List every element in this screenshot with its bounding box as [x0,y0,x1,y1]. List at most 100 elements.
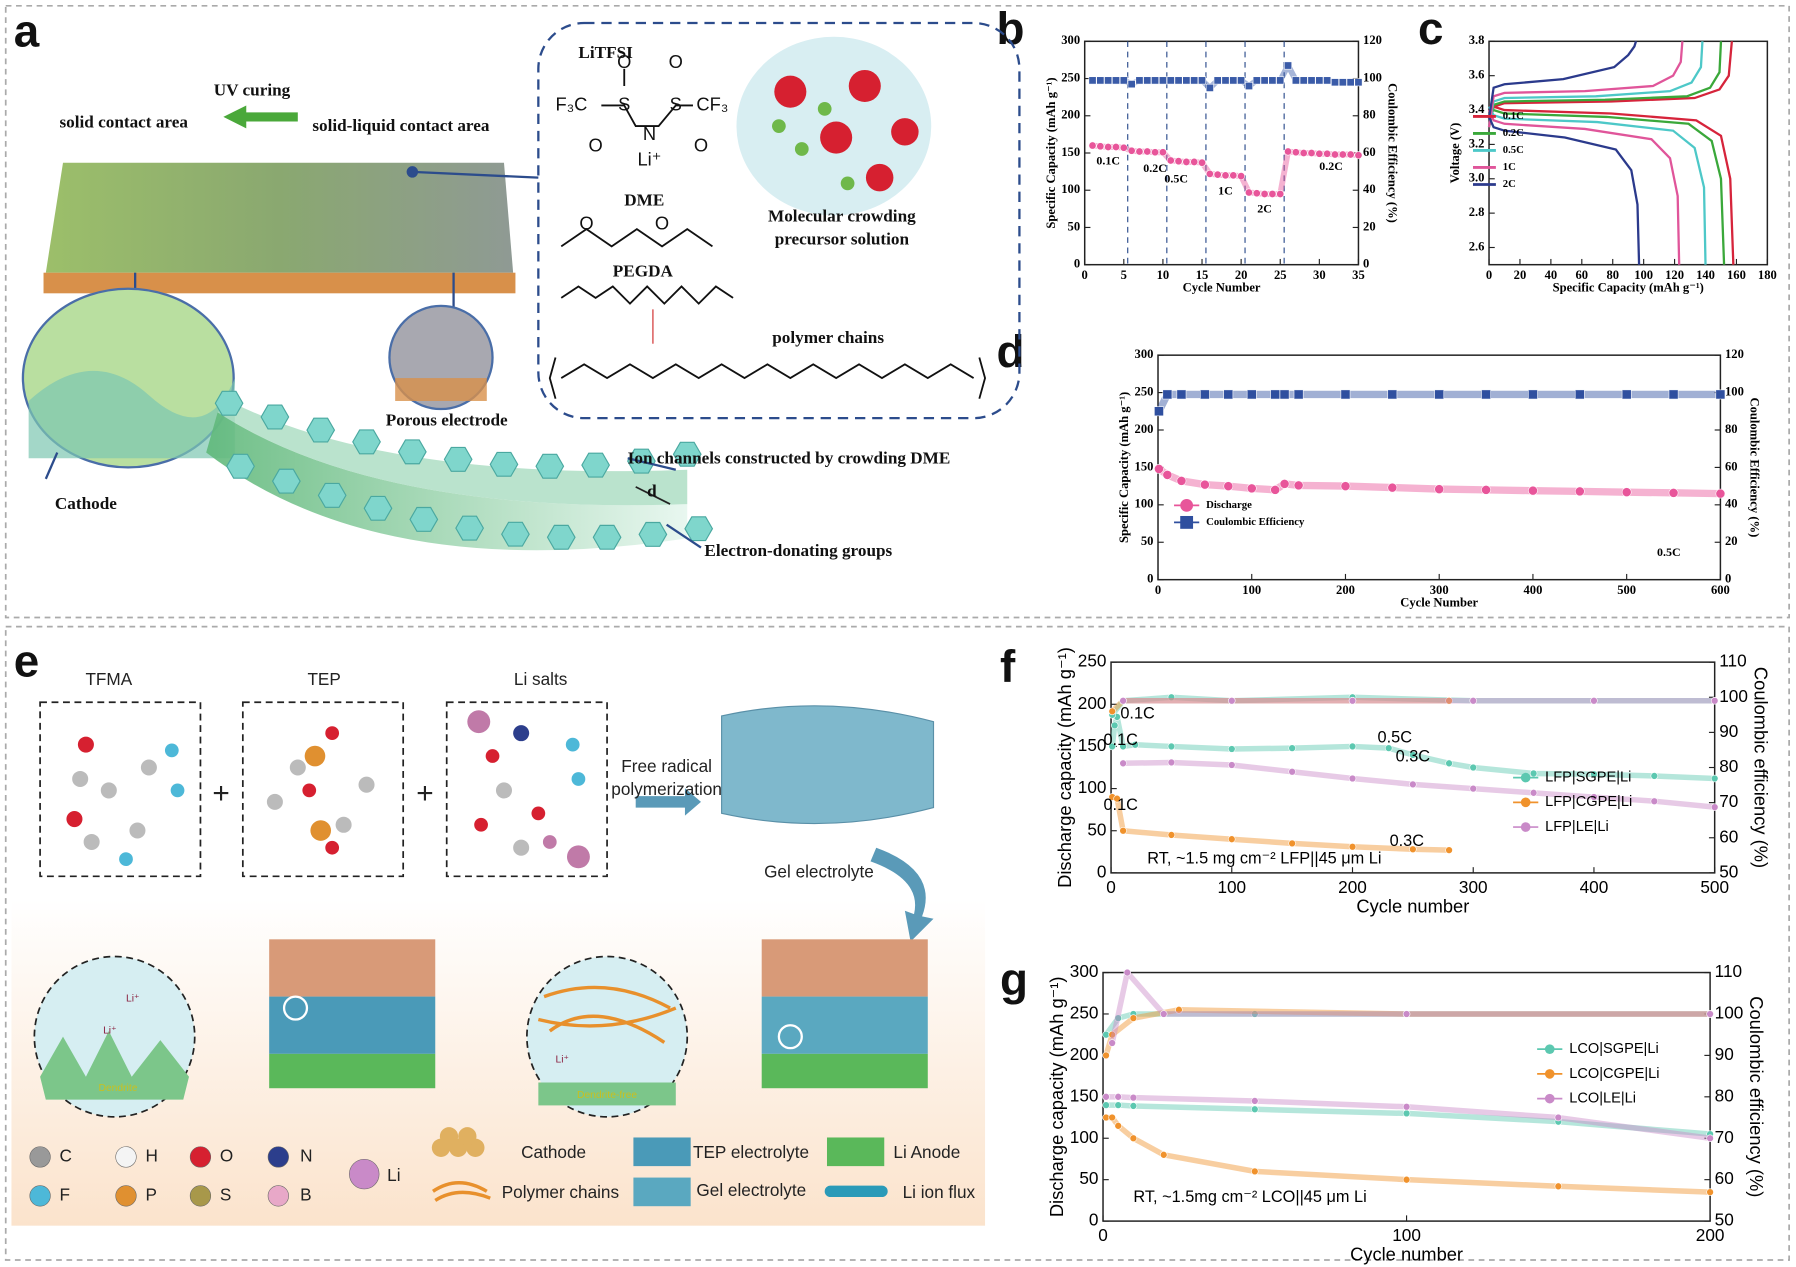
hexagon [501,521,530,547]
molecules-part-part [531,806,546,821]
diagram-e-part [635,788,701,816]
y2-tick-label: 100 [1363,70,1382,84]
legend-label: LCO|SGPE|Li [1569,1041,1659,1057]
molecules-part-part [164,743,179,758]
y-tick-label: 150 [1078,735,1107,755]
x-tick-label: 25 [1274,268,1287,282]
point [1237,172,1246,181]
diagram-e-text-part: + [212,777,229,810]
panel-letters-part: b [997,3,1025,54]
molecules-part-part [513,839,530,856]
panel-borders-part [4,625,1790,1261]
point [1167,758,1176,767]
point [1288,839,1296,848]
hexagon [455,515,485,541]
hexagon [306,417,336,443]
legend-marker [1180,515,1194,529]
chart: 0 5 10 15 20 25 30 3505010015020025030002040608… [1044,33,1399,294]
point [1229,171,1238,180]
point [1135,147,1144,156]
y-tick-label: 100 [1135,497,1154,511]
point [1276,76,1285,85]
y2-tick-label: 70 [1719,791,1738,811]
hexagon [317,482,347,508]
x-tick-label: 100 [1634,268,1653,282]
diagram-a-text-part: Cathode [55,494,117,513]
molecules-part-part [129,822,146,839]
y-tick-label: 50 [1141,534,1154,548]
y2-tick-label: 110 [1715,961,1742,981]
diagram-a-part [627,457,677,471]
y2-tick-label: 90 [1715,1044,1734,1064]
diagram-a-part-part [891,118,919,146]
x-tick-label: 0 [1486,268,1492,282]
diagram-a-part-part [840,176,855,191]
diagram-a-text-part-part: S [618,93,630,114]
x-tick-label: 40 [1545,268,1558,282]
molecules-part [513,725,530,742]
point [1590,697,1598,705]
point [1160,1151,1168,1159]
hexagon [409,506,439,532]
point [1228,697,1236,705]
diagram-a [21,21,1021,551]
legend-marker [1520,797,1531,808]
point [1387,482,1398,493]
diagram-a-text-part-part: F₃C [556,93,588,114]
point [1348,697,1357,705]
legend-label: Coulombic Efficiency [1206,516,1305,528]
y-tick-label: 200 [1061,108,1080,122]
point [1307,76,1316,85]
point [1650,772,1659,780]
point [1276,189,1285,198]
x-tick-label: 30 [1313,268,1326,282]
point [1402,1175,1411,1184]
x-tick-label: 20 [1514,268,1527,282]
point [1469,697,1477,705]
y-tick-label: 3.4 [1469,102,1485,116]
diagram-e-text-part: Li [387,1165,400,1185]
point [1331,150,1339,159]
x-tick-label: 400 [1524,583,1543,597]
molecules-part-part [72,770,89,787]
point [1131,741,1139,749]
x-tick-label: 400 [1580,877,1609,897]
point [1108,1030,1116,1039]
point [1160,1010,1168,1018]
y2-tick-label: 120 [1363,33,1382,47]
point [1123,968,1132,977]
point [1129,1134,1138,1142]
hexagon [443,446,473,472]
point [1270,484,1281,495]
diagram-a-part-part [560,228,713,248]
panel-letters-part: a [14,6,40,57]
diagram-a-text-part: solid-liquid contact area [312,116,490,135]
point [1251,1105,1259,1113]
annotation: 0.5C [1164,172,1188,186]
y-tick-label: 50 [1087,819,1106,839]
y-tick-label: 100 [1070,1127,1099,1147]
panel-letters-part: c [1418,3,1443,54]
point [1307,149,1316,157]
y-axis-label: Voltage (V) [1448,123,1462,184]
x-tick-label: 0 [1106,877,1116,897]
point [1108,1039,1116,1047]
y-tick-label: 150 [1070,1085,1099,1105]
point [1102,1051,1110,1060]
y-tick-label: 2.8 [1469,205,1485,219]
point [1445,846,1453,854]
diagram-a-part [537,21,1021,420]
point [1198,76,1206,85]
x-tick-label: 60 [1576,268,1589,282]
molecules-part-part [495,782,512,799]
molecules-part-part [304,745,326,767]
point [1288,768,1296,776]
element-balls-part [115,1185,137,1207]
diagram-a-text-part: LiTFSI [578,43,633,62]
element-balls-part [115,1146,137,1168]
diagram-a-text-part-part: S [670,93,682,114]
point [1200,479,1210,490]
x-tick-label: 300 [1459,877,1488,897]
point [1387,389,1398,400]
layer-block-part [269,1053,436,1089]
